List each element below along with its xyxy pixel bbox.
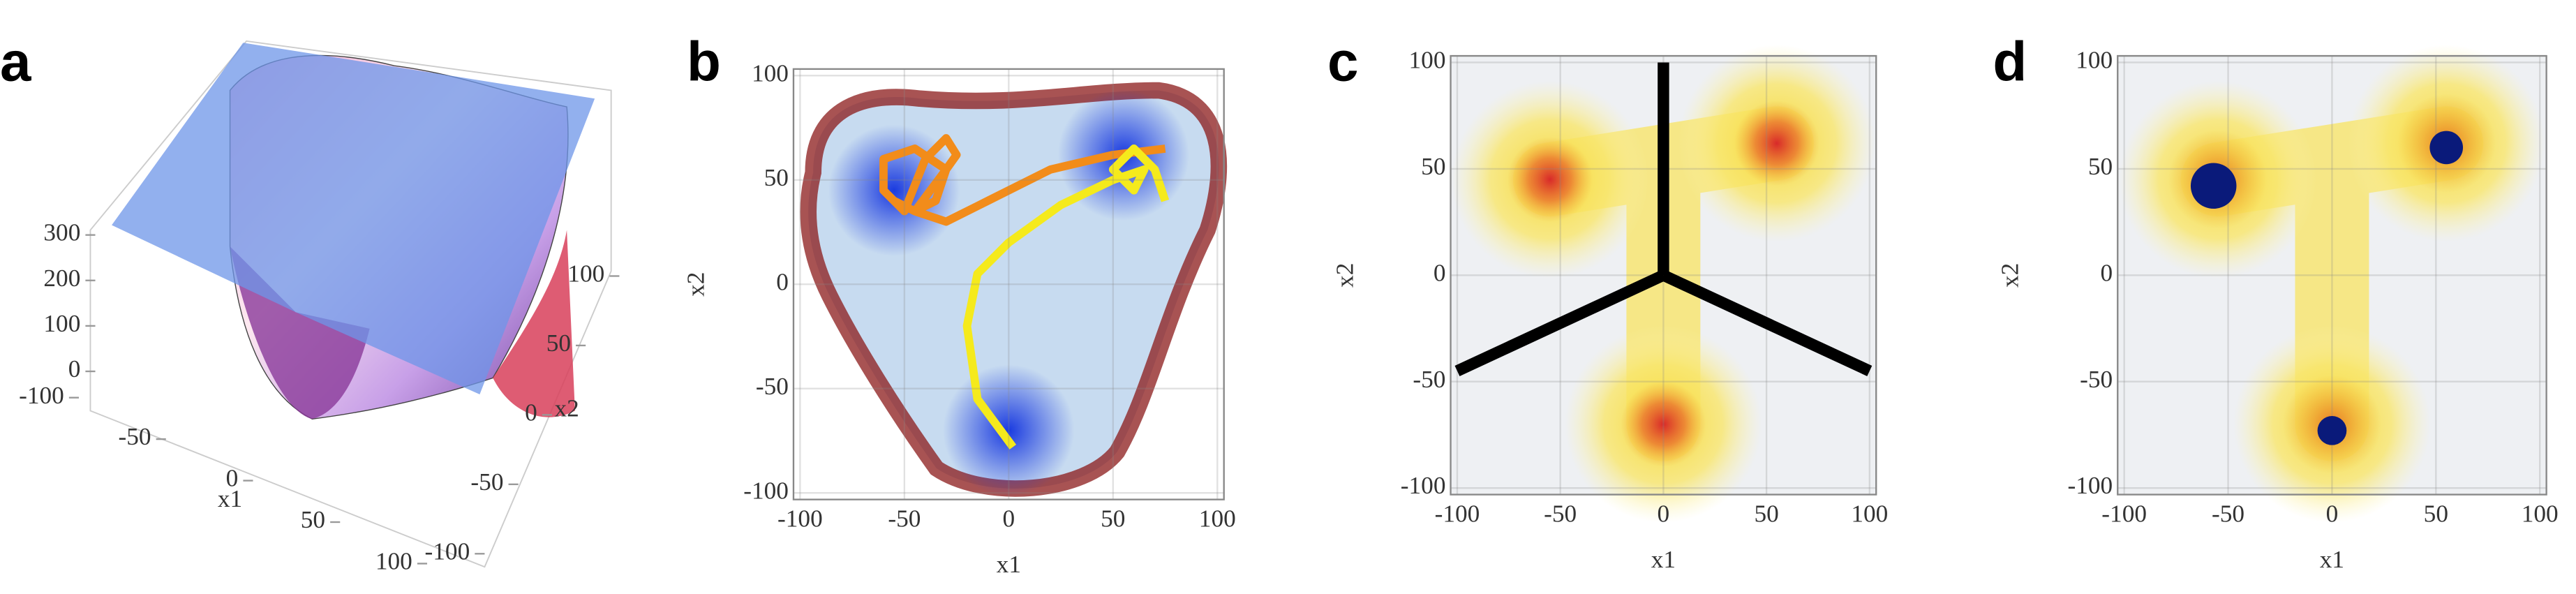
y-axis-label: x2	[1331, 263, 1358, 288]
x-tick-label: -100	[19, 382, 64, 409]
y-tick-label: 0	[1434, 259, 1446, 286]
frame	[792, 68, 1225, 500]
y-tick-label: 50	[2088, 153, 2113, 180]
boundary	[1660, 269, 1873, 376]
trajectory	[879, 134, 1166, 226]
x-tick-label: 100	[2522, 500, 2559, 527]
y-tick-label: 50	[1421, 153, 1445, 180]
y-axis-label: x2	[1997, 263, 2024, 288]
x-tick-label: -50	[888, 505, 921, 532]
x-tick-label: -50	[1544, 500, 1577, 527]
y-tick-label: 100	[2076, 47, 2113, 74]
y-tick-label: -100	[425, 537, 470, 565]
y-tick-label: -50	[470, 468, 503, 496]
boundary	[1454, 269, 1666, 376]
x-tick-label: 0	[1002, 505, 1015, 532]
surface-side	[493, 230, 575, 417]
frame	[2117, 54, 2547, 496]
x-tick-label: -50	[2212, 500, 2244, 527]
panel-label: d	[1993, 30, 2027, 92]
z-tick-label: 200	[43, 265, 80, 292]
well	[1621, 381, 1706, 467]
point	[2317, 415, 2347, 445]
panel-label: c	[1327, 30, 1359, 92]
frame	[1450, 54, 1877, 496]
well	[1734, 101, 1820, 186]
y-tick-label: 0	[776, 268, 789, 295]
trajectory	[962, 144, 1170, 450]
x-tick-label: 0	[226, 465, 239, 492]
y-tick-label: 100	[1409, 47, 1446, 74]
x-axis-label: x1	[1651, 546, 1676, 573]
z-tick-label: 0	[68, 355, 81, 383]
y-tick-label: 0	[2101, 259, 2113, 286]
point	[2429, 131, 2464, 165]
z-tick-label: 100	[43, 310, 80, 337]
x-tick-label: 50	[301, 506, 325, 533]
y-tick-label: 100	[752, 59, 789, 87]
y-tick-label: -100	[2067, 472, 2113, 499]
x-tick-label: 100	[1851, 500, 1888, 527]
y-tick-label: -50	[756, 373, 789, 400]
y-tick-label: -100	[743, 477, 789, 504]
point	[2190, 163, 2237, 209]
x-tick-label: 100	[375, 548, 412, 575]
y-tick-label: 100	[567, 260, 604, 288]
panel-label: a	[0, 30, 32, 92]
x-tick-label: -100	[777, 505, 823, 532]
box	[89, 40, 612, 568]
y-tick-label: 0	[525, 399, 537, 426]
x-tick-label: -50	[119, 423, 151, 450]
x-axis-label: x1	[218, 485, 242, 512]
x-axis-label: x1	[997, 551, 1021, 578]
panel-label: b	[687, 30, 721, 92]
y-tick-label: 50	[546, 329, 571, 357]
well	[1507, 136, 1593, 223]
y-tick-label: -50	[1413, 366, 1445, 393]
x-tick-label: 0	[1658, 500, 1670, 527]
plane	[112, 43, 595, 394]
y-tick-label: -50	[2080, 366, 2113, 393]
x-tick-label: 100	[1199, 505, 1236, 532]
x-tick-label: -100	[2101, 500, 2147, 527]
y-tick-label: 50	[764, 164, 789, 191]
y-axis-label: x2	[683, 272, 710, 297]
x-axis-label: x1	[2320, 546, 2344, 573]
x-tick-label: 50	[2424, 500, 2448, 527]
x-tick-label: -100	[1435, 500, 1480, 527]
x-tick-label: 50	[1101, 505, 1125, 532]
x-tick-label: 0	[2326, 500, 2339, 527]
y-axis-label: x2	[554, 395, 579, 422]
z-tick-label: 300	[43, 219, 80, 246]
surface-art	[89, 40, 612, 568]
x-tick-label: 50	[1754, 500, 1778, 527]
y-tick-label: -100	[1401, 472, 1446, 499]
